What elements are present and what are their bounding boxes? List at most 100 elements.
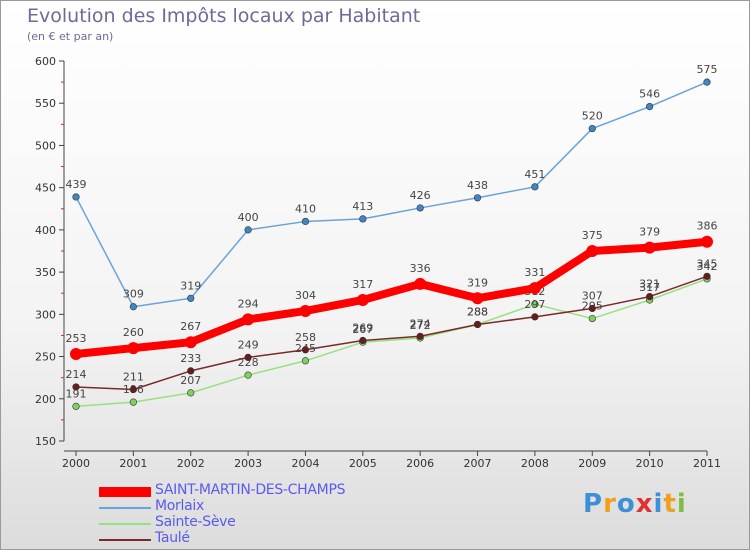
data-point	[643, 241, 656, 254]
legend-swatch-saint-martin	[99, 487, 151, 497]
data-label: 336	[410, 262, 431, 275]
data-label: 207	[180, 374, 201, 387]
data-label: 438	[467, 179, 488, 192]
x-tick-label: 2008	[521, 457, 549, 470]
legend-swatch-morlaix	[99, 507, 151, 509]
data-label: 321	[639, 278, 660, 291]
x-tick-label: 2010	[636, 457, 664, 470]
y-tick-label: 350	[35, 266, 56, 279]
x-tick-label: 2007	[464, 457, 492, 470]
data-point	[244, 353, 252, 362]
x-tick-label: 2002	[177, 457, 205, 470]
data-label: 317	[639, 281, 660, 294]
data-point	[242, 313, 255, 326]
data-label: 520	[582, 110, 603, 123]
legend-swatch-sainte-seve	[99, 523, 151, 525]
data-label: 386	[697, 220, 718, 233]
x-tick-label: 2001	[119, 457, 147, 470]
data-label: 546	[639, 88, 660, 101]
data-label: 214	[66, 368, 87, 381]
y-tick-label: 150	[35, 435, 56, 448]
data-label: 319	[180, 279, 201, 292]
y-tick-label: 400	[35, 224, 56, 237]
data-label: 307	[582, 289, 603, 302]
data-point	[414, 277, 427, 290]
x-tick-label: 2004	[291, 457, 319, 470]
data-label: 319	[467, 276, 488, 289]
data-point	[588, 314, 596, 323]
logo-letter: x	[635, 489, 654, 519]
data-label: 267	[352, 323, 373, 336]
data-point	[531, 300, 539, 308]
data-point	[72, 402, 80, 410]
data-point	[301, 217, 310, 226]
data-point	[588, 124, 596, 133]
y-tick-label: 550	[35, 97, 56, 110]
data-point	[703, 78, 711, 86]
data-point	[588, 304, 596, 313]
series-line	[75, 81, 708, 308]
legend-swatch-taule	[99, 539, 151, 541]
data-point	[531, 313, 539, 321]
data-label: 253	[66, 332, 87, 345]
data-label: 191	[66, 387, 87, 400]
data-point	[359, 336, 367, 345]
data-point	[187, 389, 195, 397]
data-point	[416, 204, 424, 212]
data-label: 451	[524, 168, 545, 181]
logo-letter: r	[603, 489, 617, 519]
data-point	[473, 194, 482, 202]
logo-letter: i	[676, 489, 687, 519]
y-tick-label: 300	[35, 308, 56, 321]
proxiti-logo: Proxiti	[583, 489, 687, 519]
data-point	[646, 293, 654, 301]
data-label: 410	[295, 202, 316, 215]
chart-subtitle: (en € et par an)	[27, 30, 114, 43]
y-tick-label: 600	[35, 55, 56, 68]
data-point	[703, 272, 711, 280]
data-point	[70, 348, 82, 361]
data-label: 375	[582, 229, 603, 242]
y-tick-label: 450	[35, 182, 56, 195]
data-label: 426	[410, 189, 431, 202]
data-point	[127, 342, 140, 355]
data-point	[301, 346, 310, 354]
data-point	[129, 385, 137, 394]
data-label: 439	[66, 178, 87, 191]
data-point	[184, 336, 197, 349]
data-point	[359, 215, 367, 223]
data-point	[244, 226, 252, 234]
x-tick-label: 2006	[406, 457, 434, 470]
data-point	[72, 193, 80, 201]
data-point	[586, 245, 599, 257]
data-point	[129, 303, 137, 311]
data-point	[299, 304, 312, 317]
x-tick-label: 2003	[234, 457, 262, 470]
logo-letter: P	[583, 489, 604, 519]
data-point	[701, 235, 713, 248]
y-tick-label: 250	[35, 351, 56, 364]
data-label: 379	[639, 226, 660, 239]
x-tick-label: 2000	[62, 457, 90, 470]
data-label: 267	[180, 320, 201, 333]
x-tick-label: 2011	[693, 457, 721, 470]
data-point	[356, 293, 369, 306]
data-label: 304	[295, 289, 316, 302]
legend-label-sainte-seve: Sainte-Sève	[155, 514, 236, 530]
logo-letter: t	[663, 489, 677, 519]
data-label: 233	[180, 352, 201, 365]
data-point	[473, 320, 482, 329]
logo-letter: i	[653, 489, 664, 519]
data-label: 249	[238, 338, 259, 351]
y-tick-label: 200	[35, 393, 56, 406]
data-point	[187, 294, 195, 302]
x-tick-label: 2005	[349, 457, 377, 470]
data-label: 345	[697, 257, 718, 270]
data-point	[416, 332, 424, 340]
series-line	[75, 275, 708, 391]
data-label: 317	[352, 278, 373, 291]
data-point	[72, 383, 80, 391]
data-point	[301, 357, 310, 365]
